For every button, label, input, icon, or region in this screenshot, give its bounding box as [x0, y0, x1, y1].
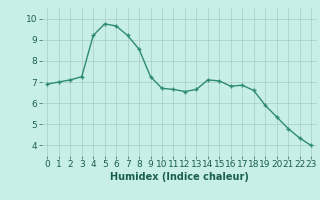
X-axis label: Humidex (Indice chaleur): Humidex (Indice chaleur) [110, 172, 249, 182]
